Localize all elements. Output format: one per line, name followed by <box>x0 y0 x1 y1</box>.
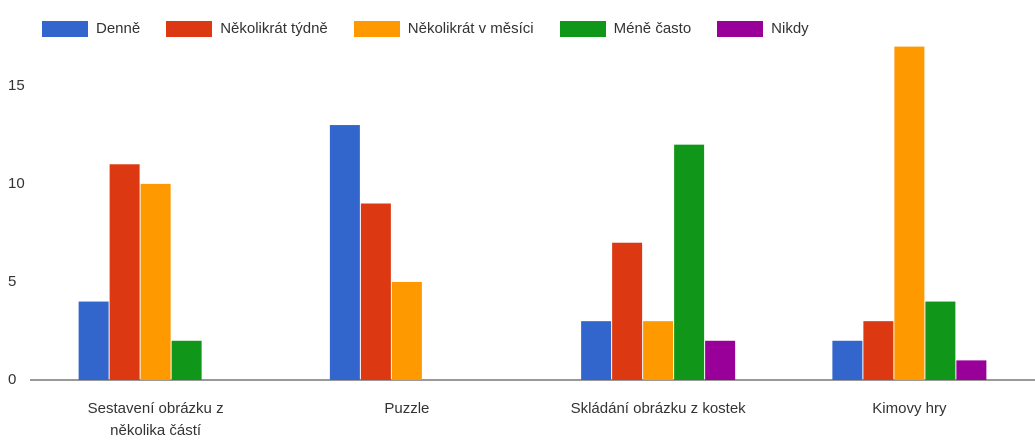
bar <box>109 164 140 380</box>
legend-item: Denně <box>42 20 140 37</box>
bar <box>391 281 422 380</box>
bar <box>863 321 894 380</box>
legend: Denně Několikrát týdně Několikrát v měsíci… <box>42 20 809 37</box>
legend-item: Nikdy <box>717 20 809 37</box>
legend-swatch <box>559 20 606 37</box>
bar <box>956 360 987 380</box>
legend-label: Méně často <box>613 20 692 37</box>
bar <box>705 340 736 380</box>
legend-item: Méně často <box>559 20 692 37</box>
legend-label: Denně <box>96 20 141 37</box>
bar <box>171 340 202 380</box>
y-tick-label: 10 <box>8 175 25 192</box>
legend-item: Několikrát týdně <box>166 20 328 37</box>
bar <box>832 340 863 380</box>
bar <box>925 301 956 380</box>
legend-swatch <box>353 20 400 37</box>
bar <box>612 242 643 380</box>
legend-swatch <box>42 20 88 37</box>
bar <box>140 183 171 380</box>
legend-label: Několikrát týdně <box>220 20 328 37</box>
legend-label: Nikdy <box>771 20 809 37</box>
bar <box>674 144 705 380</box>
bar <box>581 321 612 380</box>
legend-label: Několikrát v měsíci <box>407 20 534 37</box>
legend-item: Několikrát v měsíci <box>353 20 534 37</box>
x-tick-label: Kimovy hry <box>872 400 947 417</box>
x-tick-label: Skládání obrázku z kostek <box>570 400 746 417</box>
y-tick-label: 0 <box>8 371 16 388</box>
bar <box>894 46 925 380</box>
x-tick-label: Puzzle <box>384 400 430 417</box>
bar <box>643 321 674 380</box>
y-tick-label: 5 <box>8 273 16 290</box>
bar <box>360 203 391 380</box>
bar <box>329 125 360 380</box>
x-tick-label: Sestavení obrázku z několika částí <box>87 400 224 439</box>
bar <box>78 301 109 380</box>
y-tick-label: 15 <box>8 77 25 94</box>
legend-swatch <box>166 20 213 37</box>
legend-swatch <box>717 20 764 37</box>
